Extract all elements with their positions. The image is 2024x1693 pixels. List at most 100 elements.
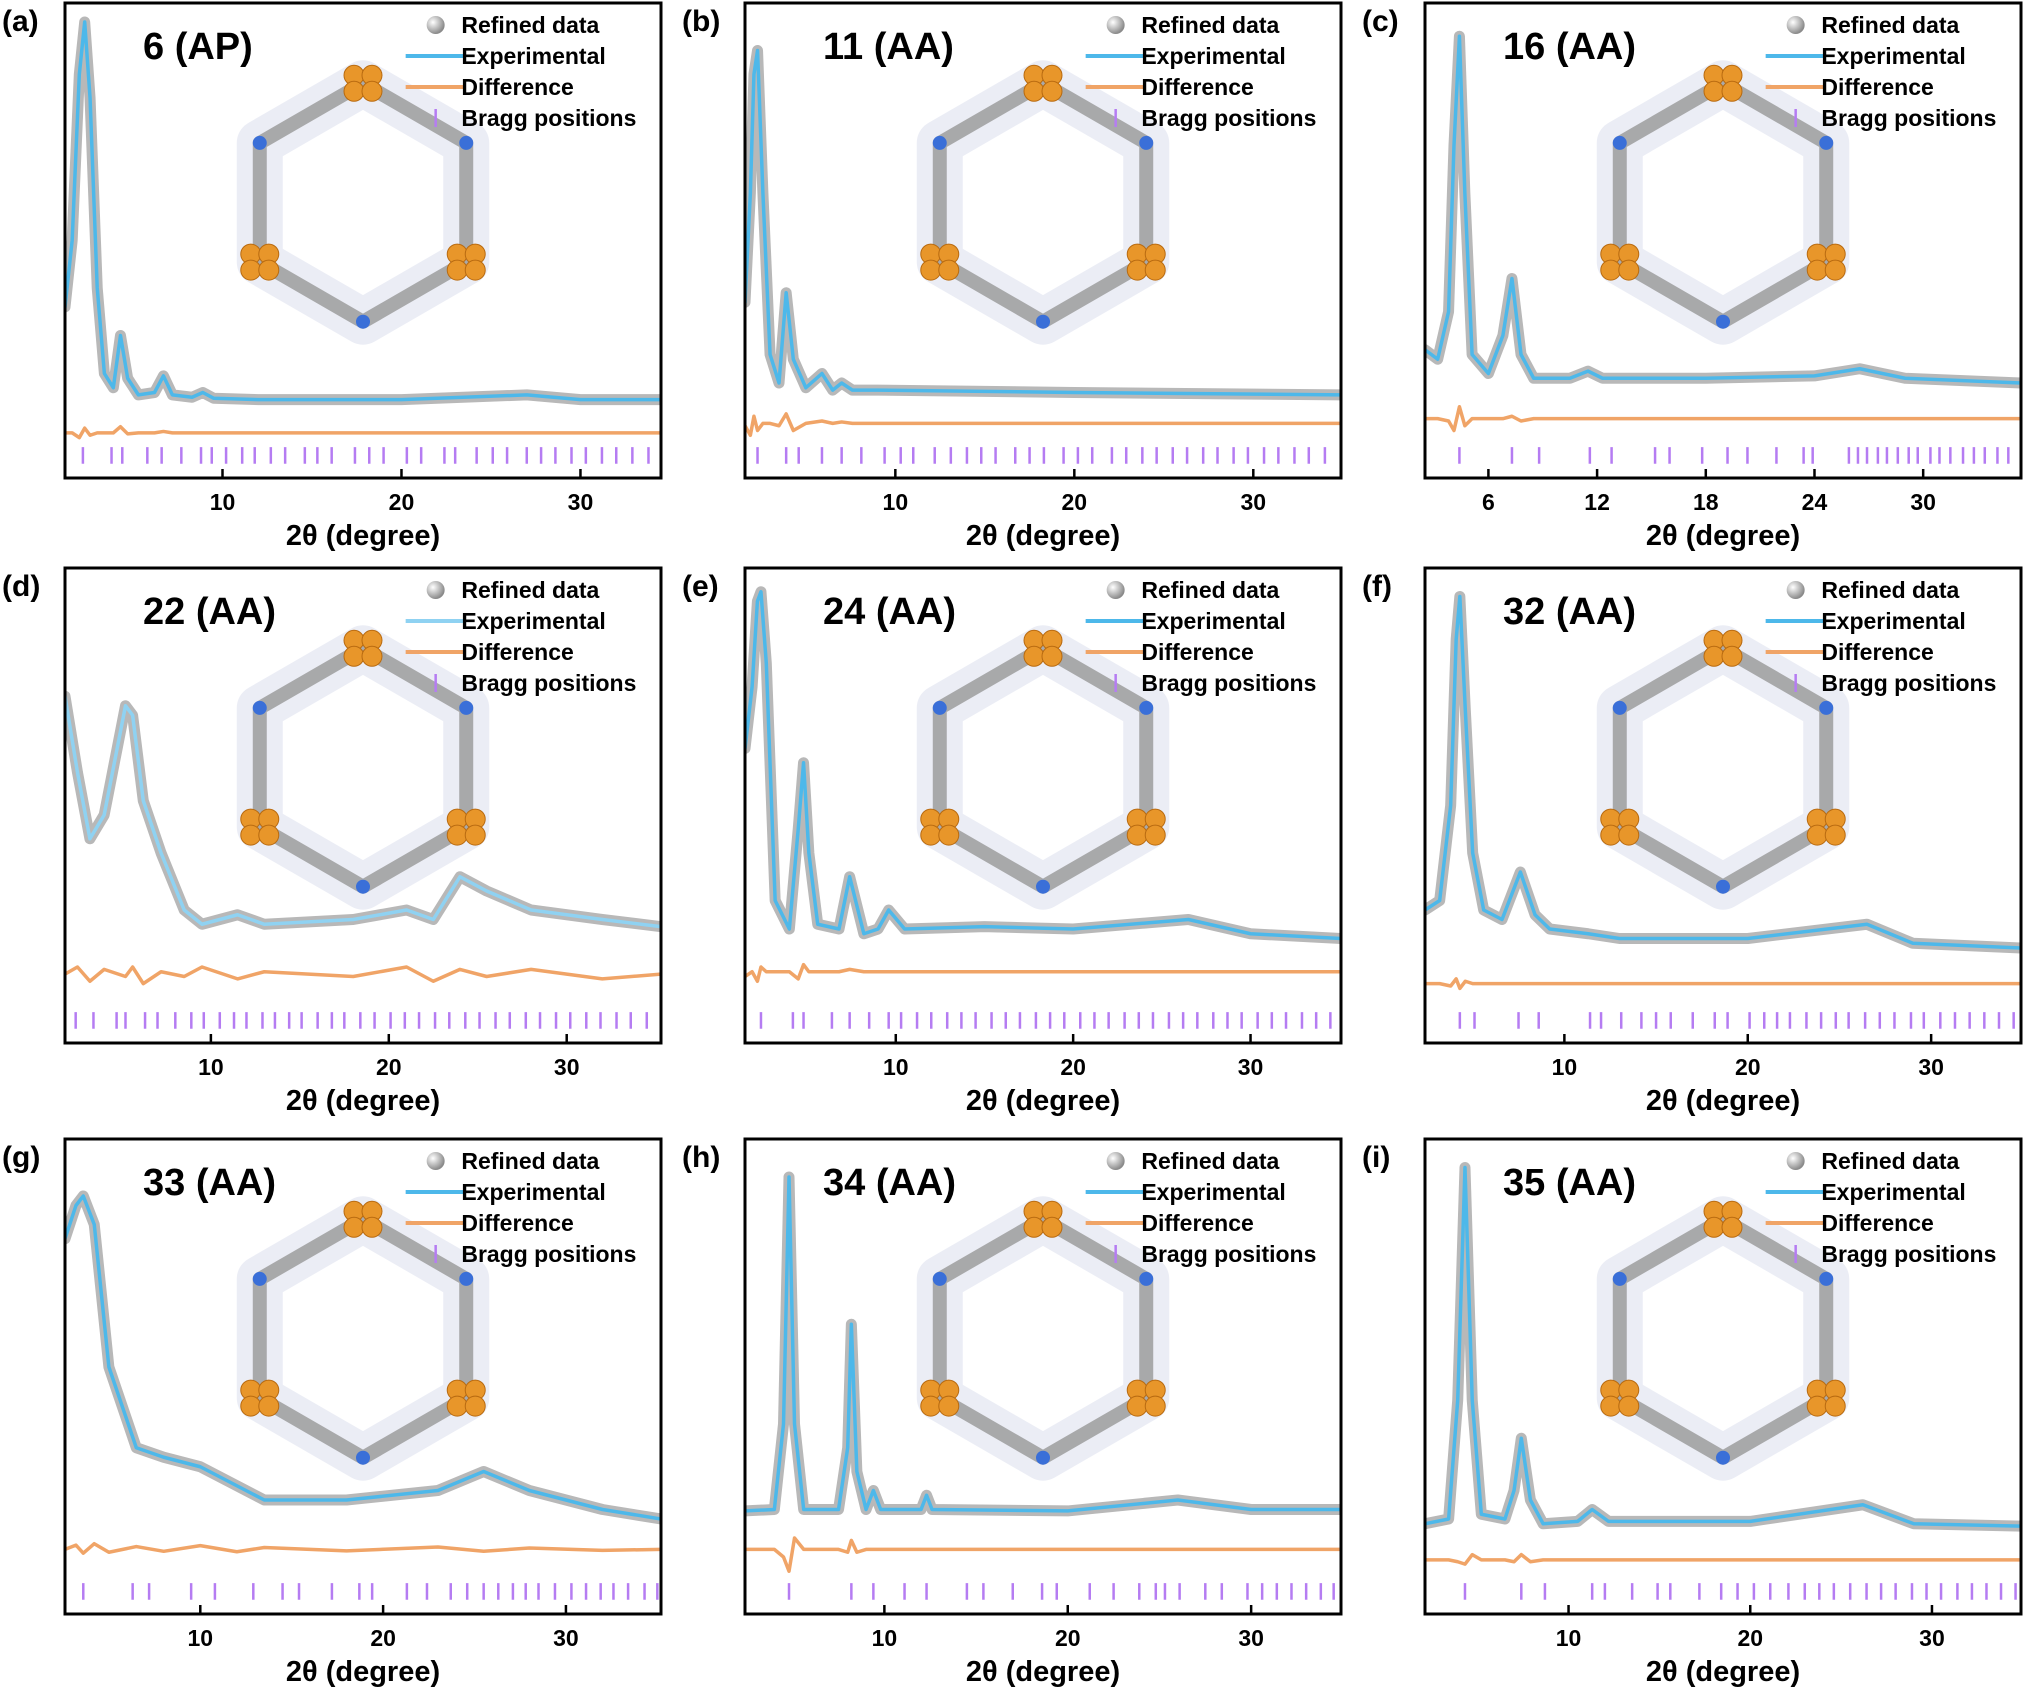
legend-marker [426, 581, 445, 599]
legend-marker [426, 16, 445, 34]
legend-label: Refined data [1141, 1148, 1279, 1174]
x-tick-label: 10 [187, 1625, 213, 1651]
difference-curve [1425, 977, 2021, 991]
metal-atom [1144, 259, 1166, 281]
metal-atom [240, 1395, 262, 1417]
panel: (h) 34 (AA) 10 20 30 2θ (degree) Refined data E… [682, 1137, 1343, 1688]
x-tick-label: 30 [1241, 489, 1267, 515]
experimental-curve [65, 20, 661, 402]
metal-atom [1600, 824, 1622, 846]
legend-label: Experimental [1141, 43, 1285, 69]
experimental-curve [745, 48, 1341, 397]
legend-marker [1786, 581, 1805, 599]
plot-area [65, 16, 661, 464]
difference-curve [1425, 405, 2021, 433]
legend-label: Refined data [1141, 12, 1279, 38]
experimental-curve [745, 1175, 1341, 1513]
metal-atom [938, 259, 960, 281]
panel-label: (i) [1362, 1141, 1390, 1174]
metal-atom [258, 824, 280, 846]
legend-label: Bragg positions [1141, 670, 1316, 696]
legend-marker [1786, 16, 1805, 34]
legend-label: Difference [1141, 1210, 1253, 1236]
legend-label: Difference [1821, 74, 1933, 100]
legend-label: Bragg positions [1141, 1241, 1316, 1267]
metal-atom [1144, 824, 1166, 846]
panel: (d) 22 (AA) 10 20 30 2θ (degree) Refined data E… [2, 566, 663, 1117]
metal-atom [1824, 259, 1846, 281]
nitrogen-atom [932, 1271, 947, 1286]
x-tick-label: 30 [1910, 489, 1936, 515]
panel-title: 35 (AA) [1503, 1162, 1636, 1204]
x-tick-label: 10 [1556, 1625, 1582, 1651]
nitrogen-atom [252, 1271, 267, 1286]
x-tick-label: 30 [1238, 1054, 1264, 1080]
difference-curve [65, 424, 661, 440]
x-axis-label: 2θ (degree) [966, 520, 1120, 552]
legend-label: Experimental [1141, 1179, 1285, 1205]
difference-curve [745, 1536, 1341, 1573]
panel: (b) 11 (AA) 10 20 30 2θ (degree) Refined data E… [682, 1, 1343, 552]
legend-label: Difference [461, 1210, 573, 1236]
difference-curve [65, 965, 661, 986]
metal-atom [1824, 1395, 1846, 1417]
nitrogen-atom [252, 135, 267, 150]
nitrogen-atom [932, 700, 947, 715]
legend-label: Difference [1821, 639, 1933, 665]
metal-atom [1126, 1395, 1148, 1417]
metal-atom [1600, 259, 1622, 281]
metal-atom [240, 259, 262, 281]
panel: (g) 33 (AA) 10 20 30 2θ (degree) Refined data E… [2, 1137, 663, 1688]
metal-atom [1721, 645, 1743, 667]
panel-label: (c) [1362, 5, 1399, 38]
legend-label: Experimental [461, 43, 605, 69]
legend-label: Experimental [461, 1179, 605, 1205]
experimental-curve [1425, 1165, 2021, 1528]
x-axis-label: 2θ (degree) [286, 1656, 440, 1688]
nitrogen-atom [252, 700, 267, 715]
metal-atom [1126, 259, 1148, 281]
x-axis-label: 2θ (degree) [1646, 520, 1800, 552]
plot-frame [63, 1, 663, 480]
plot-area [65, 1190, 661, 1600]
metal-atom [240, 824, 262, 846]
x-tick-label: 10 [883, 1054, 909, 1080]
legend-label: Experimental [461, 608, 605, 634]
nitrogen-atom [1716, 314, 1730, 329]
x-tick-label: 10 [872, 1625, 898, 1651]
experimental-curve [745, 590, 1341, 941]
panel-label: (f) [1362, 570, 1392, 603]
nitrogen-atom [459, 1271, 474, 1286]
metal-atom [1144, 1395, 1166, 1417]
panel: (c) 16 (AA) 6 12 18 24 30 2θ (degree) Refined da… [1362, 1, 2023, 552]
legend-label: Bragg positions [461, 105, 636, 131]
legend-label: Bragg positions [1141, 105, 1316, 131]
metal-atom [1806, 1395, 1828, 1417]
metal-atom [920, 824, 942, 846]
x-axis-label: 2θ (degree) [966, 1656, 1120, 1688]
legend-label: Bragg positions [461, 670, 636, 696]
x-tick-label: 18 [1693, 489, 1719, 515]
x-tick-label: 6 [1482, 489, 1495, 515]
metal-atom [1041, 1216, 1063, 1238]
legend-marker [426, 1152, 445, 1170]
panel-title: 34 (AA) [823, 1162, 956, 1204]
panel-label: (a) [2, 5, 39, 38]
difference-curve [65, 1541, 661, 1555]
experimental-curve [65, 694, 661, 929]
metal-atom [920, 1395, 942, 1417]
nitrogen-atom [459, 700, 474, 715]
plot-area [1425, 1162, 2021, 1600]
x-tick-label: 10 [210, 489, 236, 515]
legend-label: Bragg positions [1821, 670, 1996, 696]
plot-area [745, 45, 1341, 464]
panel-title: 6 (AP) [143, 26, 253, 68]
metal-atom [343, 80, 365, 102]
legend-label: Difference [1141, 74, 1253, 100]
plot-frame [743, 1, 1343, 480]
nitrogen-atom [1139, 700, 1154, 715]
legend-label: Refined data [461, 577, 599, 603]
metal-atom [1806, 824, 1828, 846]
legend-label: Refined data [1821, 1148, 1959, 1174]
